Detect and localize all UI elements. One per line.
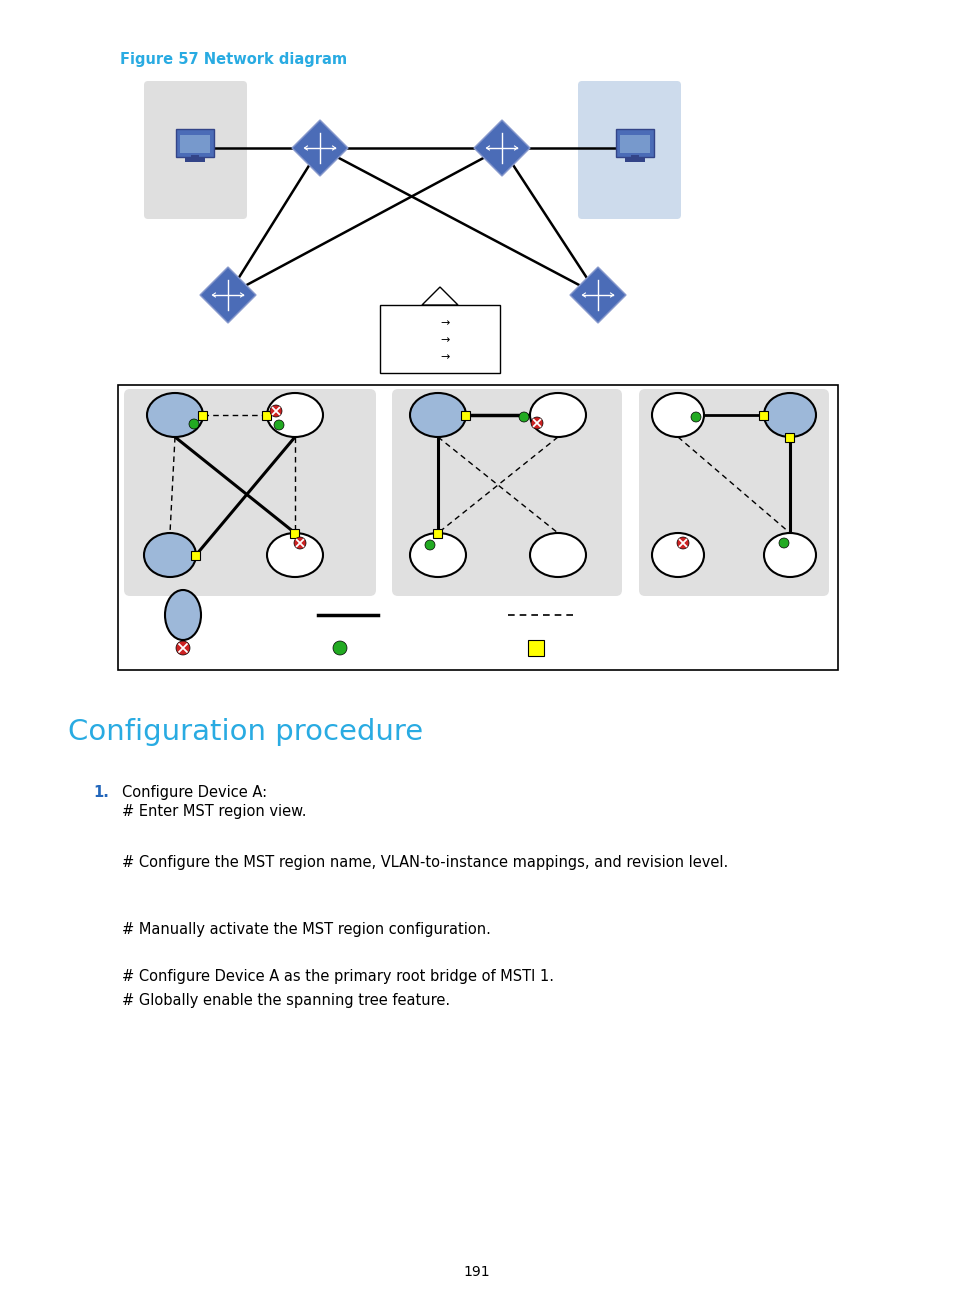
Bar — [291, 529, 299, 538]
Text: SWITCH: SWITCH — [491, 181, 512, 187]
Bar — [616, 128, 654, 157]
Text: # Configure Device A as the primary root bridge of MSTI 1.: # Configure Device A as the primary root… — [122, 969, 554, 984]
Circle shape — [690, 412, 700, 422]
FancyBboxPatch shape — [578, 80, 680, 219]
Bar — [180, 135, 210, 153]
Bar — [619, 135, 649, 153]
Bar — [379, 305, 499, 373]
Bar — [461, 411, 470, 420]
Ellipse shape — [530, 533, 585, 577]
Text: SWITCH: SWITCH — [309, 181, 331, 187]
Text: →: → — [440, 318, 449, 328]
FancyBboxPatch shape — [392, 389, 621, 596]
Ellipse shape — [410, 533, 465, 577]
Text: Configuration procedure: Configuration procedure — [68, 718, 423, 746]
Bar — [784, 433, 794, 442]
Ellipse shape — [530, 393, 585, 437]
Ellipse shape — [410, 393, 465, 437]
Ellipse shape — [651, 533, 703, 577]
Bar — [191, 156, 199, 159]
Bar — [118, 385, 837, 670]
Polygon shape — [200, 267, 255, 323]
Bar — [433, 529, 442, 538]
Text: # Configure the MST region name, VLAN-to-instance mappings, and revision level.: # Configure the MST region name, VLAN-to… — [122, 855, 727, 870]
Circle shape — [274, 420, 284, 430]
Ellipse shape — [267, 533, 323, 577]
Circle shape — [175, 642, 190, 654]
Bar — [527, 640, 543, 656]
Text: # Enter MST region view.: # Enter MST region view. — [122, 804, 306, 819]
Polygon shape — [421, 286, 457, 305]
Circle shape — [189, 419, 199, 429]
Bar — [759, 411, 768, 420]
Text: Figure 57 Network diagram: Figure 57 Network diagram — [120, 52, 347, 67]
Text: 191: 191 — [463, 1265, 490, 1279]
Circle shape — [424, 540, 435, 550]
Bar — [175, 128, 213, 157]
Circle shape — [333, 642, 347, 654]
Text: # Manually activate the MST region configuration.: # Manually activate the MST region confi… — [122, 921, 491, 937]
Ellipse shape — [763, 393, 815, 437]
Text: # Globally enable the spanning tree feature.: # Globally enable the spanning tree feat… — [122, 993, 450, 1008]
Ellipse shape — [165, 590, 201, 640]
Text: SWITCH: SWITCH — [587, 328, 608, 333]
Circle shape — [294, 537, 306, 550]
FancyBboxPatch shape — [144, 80, 247, 219]
Ellipse shape — [267, 393, 323, 437]
Ellipse shape — [651, 393, 703, 437]
Circle shape — [531, 417, 542, 429]
Circle shape — [518, 412, 529, 422]
Text: Configure Device A:: Configure Device A: — [122, 785, 267, 800]
FancyBboxPatch shape — [639, 389, 828, 596]
Polygon shape — [474, 121, 530, 176]
Text: →: → — [440, 353, 449, 362]
Text: 1.: 1. — [92, 785, 109, 800]
FancyBboxPatch shape — [124, 389, 375, 596]
Bar — [624, 158, 644, 162]
Polygon shape — [569, 267, 625, 323]
Bar — [630, 156, 639, 159]
Text: SWITCH: SWITCH — [217, 328, 238, 333]
Circle shape — [270, 404, 282, 417]
Ellipse shape — [147, 393, 203, 437]
Ellipse shape — [144, 533, 195, 577]
Bar — [192, 551, 200, 560]
Bar — [198, 411, 208, 420]
Circle shape — [779, 538, 788, 548]
Text: →: → — [440, 334, 449, 345]
Circle shape — [677, 537, 688, 550]
Polygon shape — [292, 121, 348, 176]
Bar — [262, 411, 272, 420]
Ellipse shape — [763, 533, 815, 577]
Bar — [185, 158, 205, 162]
